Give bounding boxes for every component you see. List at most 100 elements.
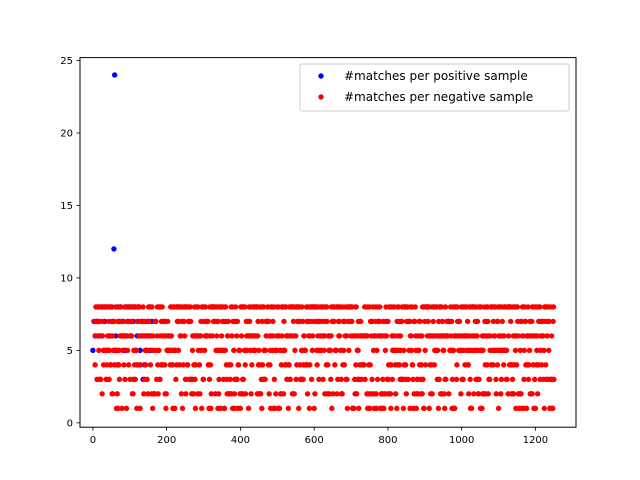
negative-point: [189, 347, 196, 354]
positive-point: [90, 347, 96, 354]
negative-point: [343, 333, 350, 339]
negative-point: [476, 376, 482, 383]
negative-point: [361, 362, 367, 368]
negative-point: [106, 376, 112, 383]
negative-point: [385, 376, 391, 383]
negative-point: [124, 347, 131, 354]
negative-point: [339, 391, 345, 397]
negative-point: [465, 391, 472, 397]
negative-point: [271, 376, 278, 383]
negative-point: [229, 333, 235, 339]
negative-point: [522, 318, 529, 325]
negative-point: [532, 405, 539, 412]
negative-point: [142, 362, 149, 368]
negative-point: [227, 376, 233, 383]
negative-point: [405, 376, 411, 383]
negative-point: [147, 362, 154, 368]
negative-point: [207, 362, 214, 368]
negative-point: [541, 347, 547, 354]
negative-point: [163, 391, 169, 397]
negative-point: [248, 391, 254, 397]
negative-point: [328, 376, 334, 383]
negative-point: [392, 391, 399, 397]
negative-point: [396, 362, 403, 368]
negative-point: [412, 304, 418, 310]
negative-point: [451, 405, 458, 412]
negative-point: [113, 304, 119, 310]
negative-point: [336, 318, 342, 325]
negative-point: [388, 405, 394, 412]
negative-point: [501, 362, 507, 368]
negative-point: [546, 347, 552, 354]
negative-point: [234, 333, 240, 339]
negative-point: [543, 362, 549, 368]
negative-point: [136, 304, 143, 310]
negative-point: [408, 347, 415, 354]
negative-point: [331, 318, 337, 325]
negative-point: [206, 376, 213, 383]
negative-point: [234, 318, 241, 325]
negative-point: [92, 362, 98, 368]
plot-frame: [79, 57, 577, 428]
negative-point: [441, 391, 448, 397]
negative-point: [262, 376, 268, 383]
negative-point: [307, 362, 313, 368]
negative-point: [446, 391, 452, 397]
negative-point: [351, 405, 357, 412]
negative-point: [389, 376, 396, 383]
negative-point: [503, 347, 510, 354]
negative-point: [240, 376, 247, 383]
negative-point: [525, 376, 532, 383]
negative-point: [529, 391, 535, 397]
negative-point: [169, 362, 176, 368]
legend-marker-positive: [318, 73, 324, 79]
negative-point: [238, 333, 245, 339]
negative-point: [532, 376, 538, 383]
negative-point: [120, 347, 126, 354]
negative-point: [285, 405, 292, 412]
negative-point: [420, 376, 426, 383]
negative-point: [249, 362, 255, 368]
negative-point: [449, 318, 455, 325]
negative-point: [155, 391, 161, 397]
negative-point: [397, 333, 404, 339]
negative-point: [106, 347, 113, 354]
negative-point: [467, 376, 473, 383]
negative-point: [128, 333, 135, 339]
negative-point: [267, 362, 273, 368]
negative-point: [225, 333, 231, 339]
negative-point: [356, 405, 362, 412]
negative-point: [99, 333, 106, 339]
negative-point: [523, 405, 530, 412]
positive-point: [111, 246, 117, 252]
negative-point: [122, 376, 128, 383]
negative-point: [395, 304, 402, 310]
negative-point: [129, 318, 135, 325]
negative-point: [234, 376, 240, 383]
negative-point: [495, 318, 501, 325]
negative-point: [394, 405, 400, 412]
y-tick-label: 20: [60, 128, 73, 139]
x-tick-label: 1200: [523, 435, 548, 446]
negative-point: [262, 347, 269, 354]
negative-point: [413, 405, 420, 412]
negative-point: [293, 333, 299, 339]
negative-point: [487, 376, 493, 383]
negative-point: [192, 376, 198, 383]
negative-point: [550, 304, 557, 310]
negative-point: [327, 347, 334, 354]
negative-point: [377, 304, 383, 310]
negative-point: [548, 333, 555, 339]
negative-point: [179, 405, 186, 412]
negative-point: [376, 318, 383, 325]
negative-point: [402, 362, 409, 368]
negative-point: [182, 333, 188, 339]
negative-point: [400, 405, 407, 412]
negative-point: [450, 347, 457, 354]
negative-point: [222, 347, 228, 354]
negative-point: [146, 318, 152, 325]
negative-point: [312, 391, 318, 397]
x-tick-label: 1000: [449, 435, 474, 446]
negative-point: [492, 333, 498, 339]
negative-point: [290, 318, 297, 325]
